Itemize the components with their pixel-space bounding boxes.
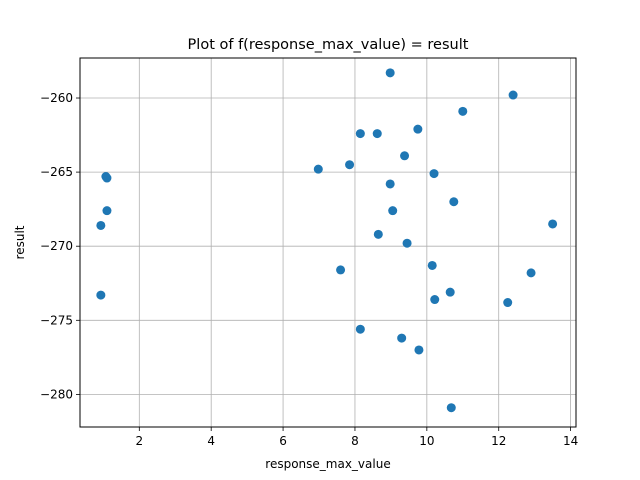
- data-point: [102, 173, 112, 183]
- data-points: [96, 68, 558, 413]
- y-tick-label: −280: [40, 387, 73, 401]
- x-axis-ticks: 2 4 6 8 10 12 14: [135, 427, 578, 448]
- data-point: [336, 265, 346, 275]
- x-axis-label: response_max_value: [265, 457, 390, 471]
- data-point: [102, 206, 112, 216]
- data-point: [427, 260, 437, 270]
- data-point: [449, 197, 459, 207]
- data-point: [397, 333, 407, 343]
- data-point: [388, 206, 398, 216]
- data-point: [355, 324, 365, 334]
- data-point: [96, 220, 106, 230]
- plot-frame: [79, 57, 577, 428]
- data-point: [313, 164, 323, 174]
- x-tick-label: 14: [563, 434, 578, 448]
- y-tick-label: −265: [40, 165, 73, 179]
- data-point: [458, 106, 468, 116]
- y-tick-label: −275: [40, 313, 73, 327]
- data-point: [430, 295, 440, 305]
- data-point: [508, 90, 518, 100]
- data-point: [526, 268, 536, 278]
- x-tick-label: 10: [419, 434, 434, 448]
- data-point: [373, 229, 383, 239]
- x-tick-label: 4: [207, 434, 215, 448]
- data-point: [385, 179, 395, 189]
- data-point: [345, 160, 355, 170]
- data-point: [446, 403, 456, 413]
- x-tick-label: 8: [351, 434, 359, 448]
- data-point: [402, 238, 412, 248]
- chart-title: Plot of f(response_max_value) = result: [188, 37, 469, 53]
- data-point: [372, 129, 382, 139]
- y-axis-ticks: −280 −275 −270 −265 −260: [40, 91, 80, 401]
- data-point: [503, 298, 513, 308]
- data-point: [355, 129, 365, 139]
- data-point: [400, 151, 410, 161]
- y-tick-label: −270: [40, 239, 73, 253]
- x-tick-label: 6: [279, 434, 287, 448]
- x-tick-label: 12: [491, 434, 506, 448]
- data-point: [429, 169, 439, 179]
- data-point: [445, 287, 455, 297]
- data-point: [548, 219, 558, 229]
- data-point: [414, 345, 424, 355]
- data-point: [96, 290, 106, 300]
- grid-lines: [80, 58, 576, 427]
- data-point: [413, 124, 423, 134]
- y-axis-label: result: [13, 225, 27, 259]
- x-tick-label: 2: [135, 434, 143, 448]
- y-tick-label: −260: [40, 91, 73, 105]
- data-point: [385, 68, 395, 78]
